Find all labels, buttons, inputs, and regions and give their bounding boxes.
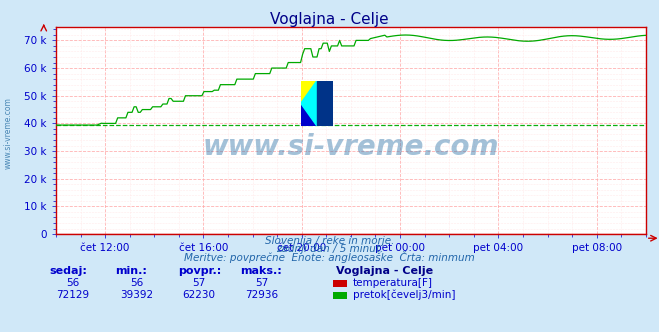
Text: temperatura[F]: temperatura[F] [353, 278, 432, 288]
Text: pretok[čevelj3/min]: pretok[čevelj3/min] [353, 289, 455, 300]
Text: 57: 57 [192, 278, 206, 288]
Polygon shape [317, 80, 333, 126]
Polygon shape [301, 103, 317, 126]
Text: 39392: 39392 [120, 290, 153, 300]
Text: 56: 56 [66, 278, 79, 288]
Text: www.si-vreme.com: www.si-vreme.com [3, 97, 13, 169]
Text: min.:: min.: [115, 266, 147, 276]
Text: Voglajna - Celje: Voglajna - Celje [270, 12, 389, 27]
Text: maks.:: maks.: [241, 266, 282, 276]
Polygon shape [301, 80, 317, 103]
Text: Slovenija / reke in morje.: Slovenija / reke in morje. [265, 236, 394, 246]
Text: povpr.:: povpr.: [178, 266, 221, 276]
Text: 72129: 72129 [56, 290, 89, 300]
Polygon shape [301, 80, 317, 126]
Text: 72936: 72936 [245, 290, 278, 300]
Text: 56: 56 [130, 278, 143, 288]
Text: 57: 57 [255, 278, 268, 288]
Text: zadnji dan / 5 minut.: zadnji dan / 5 minut. [276, 244, 383, 254]
Text: Voglajna - Celje: Voglajna - Celje [336, 266, 433, 276]
Text: Meritve: povprečne  Enote: angleosaške  Črta: minmum: Meritve: povprečne Enote: angleosaške Čr… [184, 251, 475, 263]
Text: sedaj:: sedaj: [49, 266, 87, 276]
Text: 62230: 62230 [183, 290, 215, 300]
Text: www.si-vreme.com: www.si-vreme.com [203, 133, 499, 161]
